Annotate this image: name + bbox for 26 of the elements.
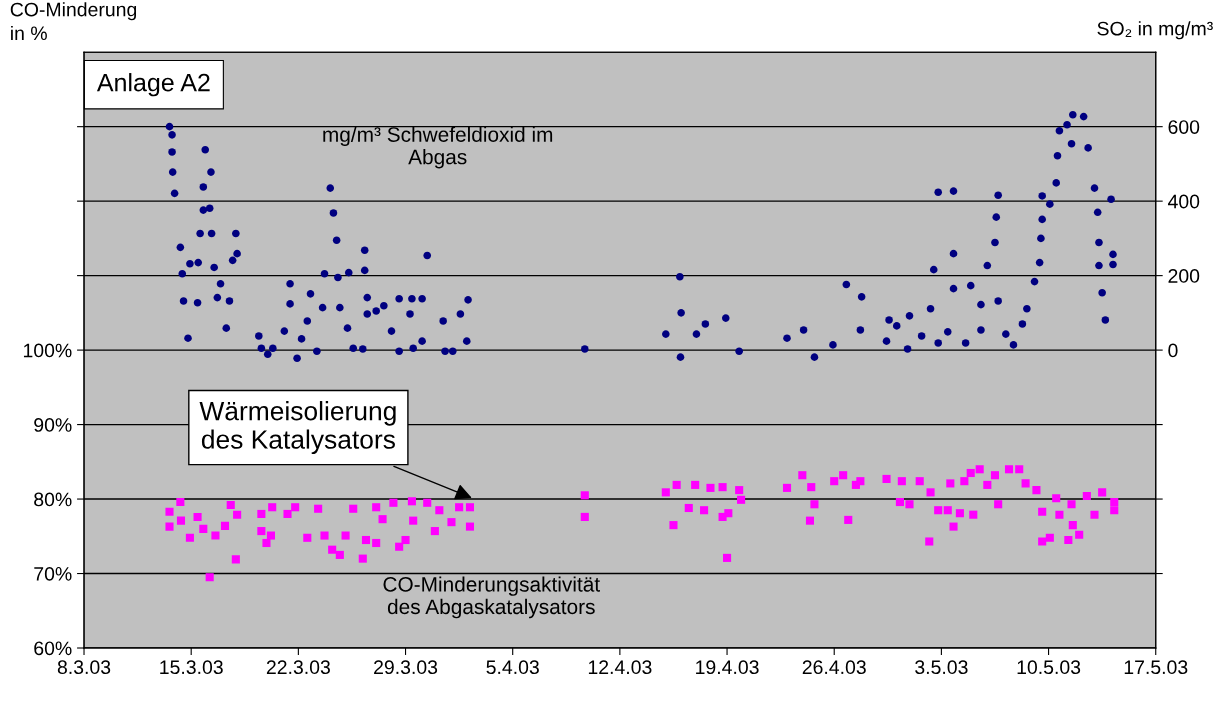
y2-axis-title: SO₂ in mg/m³ bbox=[1097, 21, 1213, 40]
y-tick-label: 80% bbox=[34, 492, 72, 507]
y2-tick-label: 600 bbox=[1168, 120, 1200, 134]
x-tick-label: 12.4.03 bbox=[588, 660, 652, 675]
y2-tick-label: 0 bbox=[1168, 343, 1178, 358]
x-tick-label: 3.5.03 bbox=[915, 660, 968, 675]
x-tick-label: 5.4.03 bbox=[486, 660, 539, 675]
x-tick-label: 15.3.03 bbox=[160, 660, 223, 675]
x-tick-label: 26.4.03 bbox=[802, 660, 866, 675]
y-tick-label: 60% bbox=[34, 641, 72, 656]
series-label: CO-Minderungsaktivität des Abgaskatalysators bbox=[383, 576, 600, 619]
x-tick-label: 29.3.03 bbox=[374, 660, 438, 675]
y2-tick-label: 200 bbox=[1168, 269, 1200, 283]
x-tick-label: 22.3.03 bbox=[266, 660, 330, 675]
series-label: mg/m³ Schwefeldioxid im Abgas bbox=[323, 126, 553, 169]
x-tick-label: 8.3.03 bbox=[57, 660, 111, 675]
annotation: Wärmeisolierung des Katalysators bbox=[199, 401, 396, 455]
x-tick-label: 19.4.03 bbox=[696, 660, 759, 675]
y-tick-label: 70% bbox=[34, 567, 72, 581]
y-tick-label: 90% bbox=[34, 418, 72, 432]
x-tick-label: 10.5.03 bbox=[1017, 660, 1081, 675]
x-tick-label: 17.5.03 bbox=[1124, 660, 1188, 675]
text: Anlage A2 bbox=[96, 73, 210, 97]
y2-tick-label: 400 bbox=[1167, 194, 1200, 209]
y-axis-title: CO-Minderung in % bbox=[10, 2, 137, 41]
y-tick-label: 100% bbox=[23, 343, 72, 358]
